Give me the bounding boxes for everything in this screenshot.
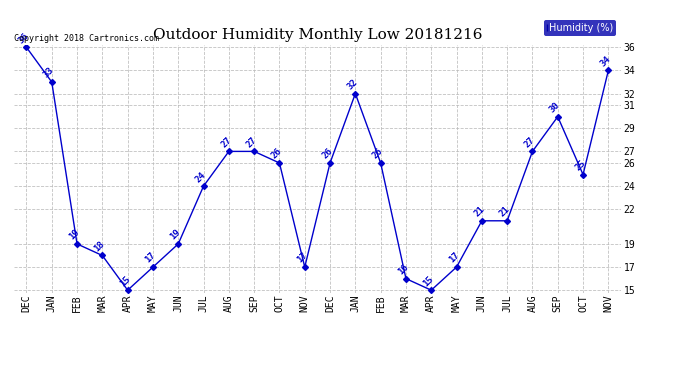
Text: 24: 24 — [194, 170, 208, 184]
Text: 17: 17 — [144, 251, 157, 265]
Text: 21: 21 — [472, 205, 486, 219]
Text: 15: 15 — [118, 274, 132, 288]
Text: 30: 30 — [548, 100, 562, 114]
Text: Copyright 2018 Cartronics.com: Copyright 2018 Cartronics.com — [14, 33, 159, 42]
Text: 26: 26 — [371, 147, 385, 161]
Text: 32: 32 — [346, 78, 359, 92]
Text: 19: 19 — [68, 228, 81, 242]
Title: Outdoor Humidity Monthly Low 20181216: Outdoor Humidity Monthly Low 20181216 — [152, 28, 482, 42]
Text: 25: 25 — [573, 158, 587, 172]
Text: 15: 15 — [422, 274, 435, 288]
Text: 17: 17 — [295, 251, 309, 265]
Text: 18: 18 — [92, 239, 106, 254]
Text: 16: 16 — [396, 262, 410, 276]
Text: 19: 19 — [168, 228, 182, 242]
Text: 26: 26 — [270, 147, 284, 161]
Text: 26: 26 — [320, 147, 334, 161]
Text: 17: 17 — [447, 251, 461, 265]
Text: 21: 21 — [497, 205, 511, 219]
Text: 27: 27 — [219, 135, 233, 149]
Legend: Humidity (%): Humidity (%) — [544, 20, 616, 36]
Text: 33: 33 — [42, 66, 56, 80]
Text: 36: 36 — [17, 31, 30, 45]
Text: 34: 34 — [599, 54, 613, 68]
Text: 27: 27 — [244, 135, 258, 149]
Text: 27: 27 — [523, 135, 537, 149]
